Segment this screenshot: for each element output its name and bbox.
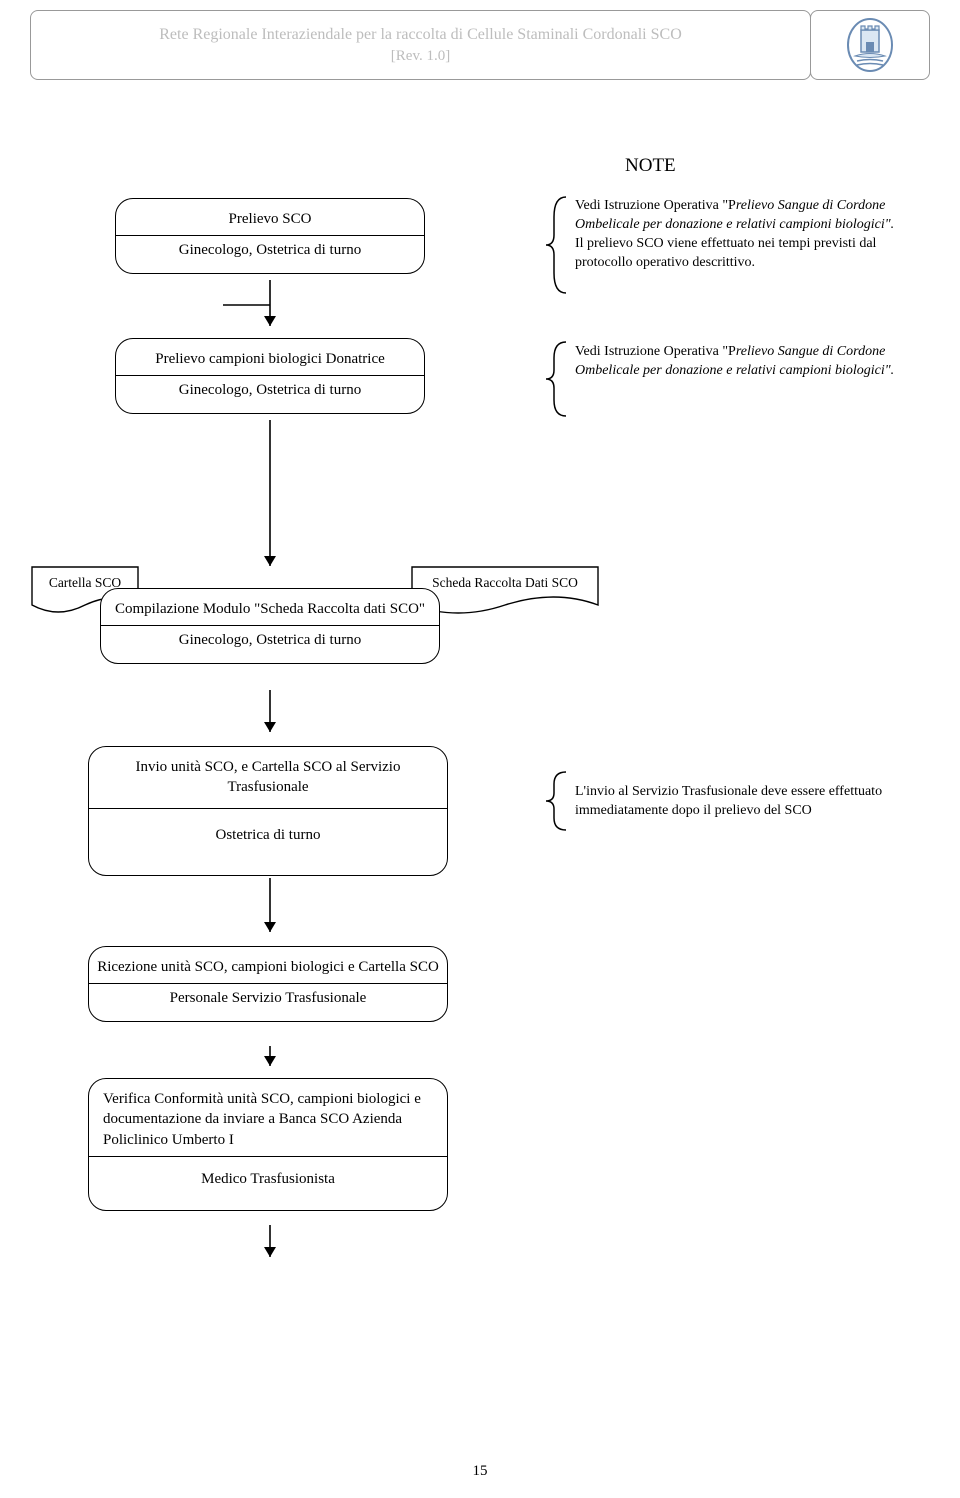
page-number: 15 — [0, 1463, 960, 1480]
process-box-verifica: Verifica Conformità unità SCO, campioni … — [88, 1078, 448, 1211]
header-title-box: Rete Regionale Interaziendale per la rac… — [30, 10, 811, 80]
process-box-compilazione: Compilazione Modulo "Scheda Raccolta dat… — [100, 588, 440, 664]
box3-actor: Ginecologo, Ostetrica di turno — [101, 626, 439, 663]
brace-icon-1 — [546, 195, 572, 295]
box6-title: Verifica Conformità unità SCO, campioni … — [89, 1079, 447, 1156]
box2-title: Prelievo campioni biologici Donatrice — [116, 339, 424, 375]
process-box-prelievo-sco: Prelievo SCO Ginecologo, Ostetrica di tu… — [115, 198, 425, 274]
box1-title: Prelievo SCO — [116, 199, 424, 235]
brace-icon-3 — [546, 770, 572, 832]
page: Rete Regionale Interaziendale per la rac… — [0, 0, 960, 1498]
box1-actor: Ginecologo, Ostetrica di turno — [116, 236, 424, 273]
connector-1-2 — [188, 280, 358, 340]
brace-icon-2 — [546, 340, 572, 418]
tower-logo-icon — [845, 18, 895, 73]
box5-actor: Personale Servizio Trasfusionale — [89, 984, 447, 1021]
header-title-line1: Rete Regionale Interaziendale per la rac… — [41, 26, 800, 44]
header-logo-box — [810, 10, 930, 80]
note1a-pre: Vedi Istruzione Operativa "P — [575, 198, 736, 213]
note-heading: NOTE — [625, 155, 676, 177]
note-3: L'invio al Servizio Trasfusionale deve e… — [575, 783, 930, 821]
process-box-ricezione: Ricezione unità SCO, campioni biologici … — [88, 946, 448, 1022]
process-box-invio: Invio unità SCO, e Cartella SCO al Servi… — [88, 746, 448, 876]
connector-6-out — [264, 1225, 278, 1269]
box4-title: Invio unità SCO, e Cartella SCO al Servi… — [89, 747, 447, 808]
page-header: Rete Regionale Interaziendale per la rac… — [30, 10, 930, 80]
note2-pre: Vedi Istruzione Operativa "P — [575, 344, 736, 359]
box2-actor: Ginecologo, Ostetrica di turno — [116, 376, 424, 413]
process-box-prelievo-campioni: Prelievo campioni biologici Donatrice Gi… — [115, 338, 425, 414]
note-2: Vedi Istruzione Operativa "Prelievo Sang… — [575, 343, 920, 381]
connector-3-4 — [264, 690, 278, 746]
note-1: Vedi Istruzione Operativa "Prelievo Sang… — [575, 197, 920, 273]
box6-actor: Medico Trasfusionista — [89, 1157, 447, 1210]
header-title-line2: [Rev. 1.0] — [41, 48, 800, 65]
box3-title: Compilazione Modulo "Scheda Raccolta dat… — [101, 589, 439, 625]
connector-2-3 — [264, 420, 278, 580]
box4-actor: Ostetrica di turno — [89, 809, 447, 866]
box5-title: Ricezione unità SCO, campioni biologici … — [89, 947, 447, 983]
note1b: Il prelievo SCO viene effettuato nei tem… — [575, 236, 876, 270]
connector-5-6 — [264, 1046, 278, 1078]
connector-4-5 — [264, 878, 278, 946]
